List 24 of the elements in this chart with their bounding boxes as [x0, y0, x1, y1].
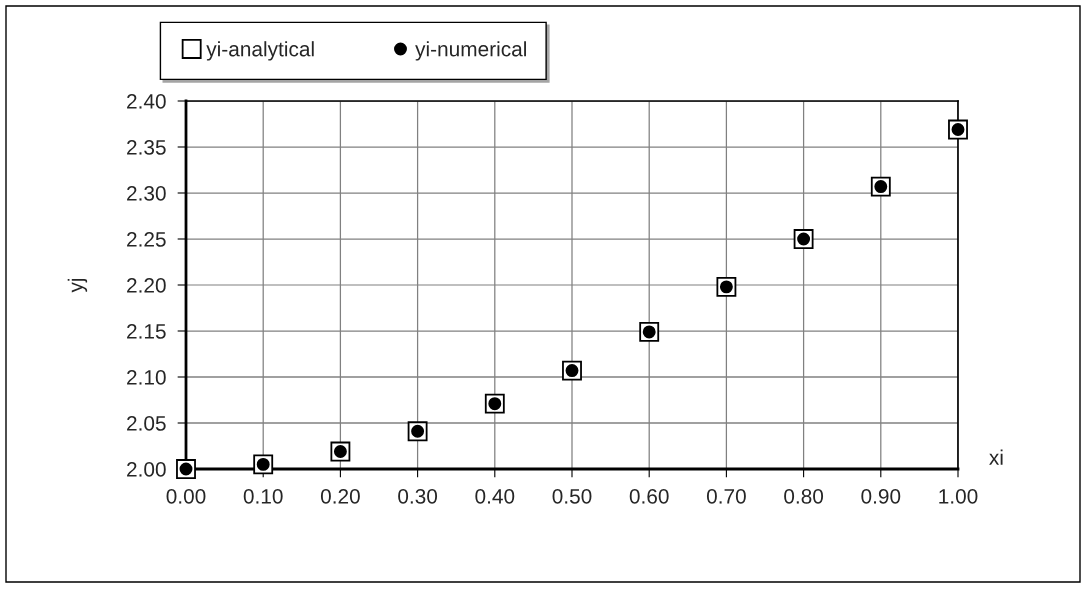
x-tick-label: 0.20 [320, 488, 360, 504]
y-axis-title: yj [67, 278, 88, 293]
y-tick-label: 2.15 [127, 324, 166, 339]
x-tick-label: 0.40 [475, 488, 515, 504]
x-tick-label: 0.10 [243, 488, 283, 504]
y-tick-label: 2.20 [127, 278, 166, 293]
x-tick-label: 1.00 [939, 488, 978, 504]
x-tick-label: 0.60 [629, 488, 669, 504]
x-tick-label: 0.90 [861, 488, 901, 504]
legend-label: yi-numerical [415, 41, 526, 61]
x-tick-label: 0.30 [398, 488, 438, 504]
y-tick-label: 2.40 [127, 94, 166, 109]
y-tick-label: 2.30 [127, 186, 166, 201]
x-axis-title: xi [989, 449, 1003, 465]
x-tick-label: 0.80 [784, 488, 824, 504]
legend-label: yi-analytical [206, 41, 314, 61]
y-tick-label: 2.35 [127, 140, 166, 155]
x-tick-label: 0.00 [166, 488, 206, 504]
x-tick-label: 0.70 [706, 488, 746, 504]
y-tick-label: 2.05 [127, 416, 166, 431]
y-tick-label: 2.10 [127, 370, 166, 385]
y-tick-label: 2.25 [127, 232, 166, 247]
y-tick-label: 2.00 [127, 462, 166, 477]
x-tick-label: 0.50 [552, 488, 592, 504]
